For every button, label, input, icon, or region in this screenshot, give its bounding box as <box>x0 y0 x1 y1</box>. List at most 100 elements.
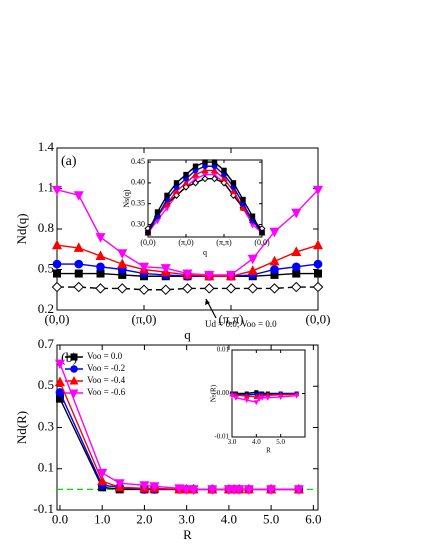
marker <box>225 270 237 281</box>
legend-marker <box>70 365 78 373</box>
marker <box>97 468 108 479</box>
marker <box>210 175 219 183</box>
marker <box>312 239 324 250</box>
legend-label: Voo = -0.6 <box>87 387 126 397</box>
y-tick-label: 0.45 <box>131 157 145 166</box>
marker <box>74 259 84 269</box>
marker <box>291 208 302 219</box>
marker <box>203 283 215 294</box>
marker <box>266 485 277 496</box>
legend-marker <box>69 376 79 385</box>
marker <box>138 262 150 273</box>
marker <box>253 400 259 406</box>
marker <box>51 281 63 293</box>
marker <box>290 281 302 293</box>
legend-label: Voo = -0.4 <box>87 375 126 385</box>
marker <box>294 393 300 399</box>
marker <box>96 262 105 272</box>
x-tick-label: (π,π) <box>216 238 232 247</box>
y-tick-label: 0.00 <box>217 389 230 397</box>
y-tick-label: 0.7 <box>38 336 55 351</box>
marker <box>183 171 189 178</box>
marker <box>192 170 199 178</box>
y-tick-label: 0.30 <box>131 219 145 228</box>
x-tick-label: 4.0 <box>221 511 237 526</box>
y-tick-label: 0.01 <box>217 346 230 354</box>
marker <box>182 183 190 191</box>
marker <box>97 475 108 486</box>
x-tick-label: (π,0) <box>132 311 157 326</box>
y-axis-label: Ns(R) <box>209 384 217 402</box>
marker <box>259 230 265 236</box>
y-tick-label: 0.5 <box>38 260 54 275</box>
marker <box>259 395 265 401</box>
y-tick-label: 0.2 <box>38 301 54 316</box>
legend-marker <box>70 353 78 361</box>
marker <box>116 283 128 294</box>
marker <box>53 269 61 278</box>
marker <box>188 485 199 496</box>
marker <box>54 376 65 387</box>
marker <box>244 398 250 404</box>
marker <box>249 213 256 219</box>
marker <box>230 180 237 186</box>
marker <box>256 396 262 402</box>
marker <box>54 359 65 370</box>
x-tick-label: (0,0) <box>45 311 70 326</box>
marker <box>312 281 324 293</box>
marker <box>117 249 128 259</box>
marker <box>73 242 84 252</box>
marker <box>314 269 322 278</box>
marker <box>117 258 128 269</box>
marker <box>181 485 192 496</box>
marker <box>269 283 280 294</box>
y-axis-label: Ns(q) <box>122 189 131 208</box>
marker <box>201 175 209 183</box>
legend-label: Voo = -0.2 <box>87 363 125 373</box>
x-tick-label: 2.0 <box>136 511 152 526</box>
marker <box>73 281 85 293</box>
marker <box>201 166 209 174</box>
marker <box>154 209 161 215</box>
marker <box>269 255 280 266</box>
x-axis-label: q <box>203 248 207 257</box>
marker <box>95 233 106 243</box>
x-tick-label: 5.0 <box>276 438 285 446</box>
legend-marker <box>69 389 79 398</box>
panel-label: (a) <box>61 154 77 169</box>
marker <box>221 167 227 174</box>
x-tick-label: 0.0 <box>52 511 68 526</box>
x-axis-label: R <box>266 447 271 455</box>
marker <box>291 246 302 256</box>
x-tick-label: 3.0 <box>179 511 195 526</box>
marker <box>233 395 239 401</box>
marker <box>230 187 237 194</box>
x-tick-label: (0,0) <box>254 238 270 247</box>
marker <box>247 283 259 294</box>
marker <box>73 191 84 201</box>
legend-label: Voo = 0.0 <box>87 351 123 361</box>
marker <box>269 227 280 238</box>
marker <box>51 239 63 250</box>
y-tick-label: 0.40 <box>131 178 145 187</box>
x-tick-label: (0,0) <box>140 238 156 247</box>
marker <box>138 284 150 296</box>
x-tick-label: (0,0) <box>306 311 331 326</box>
marker <box>202 159 208 165</box>
marker <box>191 179 200 187</box>
marker <box>313 259 323 269</box>
y-tick-label: -0.01 <box>214 433 229 441</box>
marker <box>145 230 151 236</box>
y-tick-label: 0.35 <box>131 199 145 208</box>
marker <box>51 185 63 196</box>
marker <box>52 259 62 269</box>
y-tick-label: 0.3 <box>38 418 54 433</box>
marker <box>182 283 193 294</box>
marker <box>243 485 254 496</box>
marker <box>149 482 160 492</box>
marker <box>312 185 324 196</box>
marker <box>204 270 215 281</box>
marker <box>207 485 218 496</box>
marker <box>240 196 246 203</box>
